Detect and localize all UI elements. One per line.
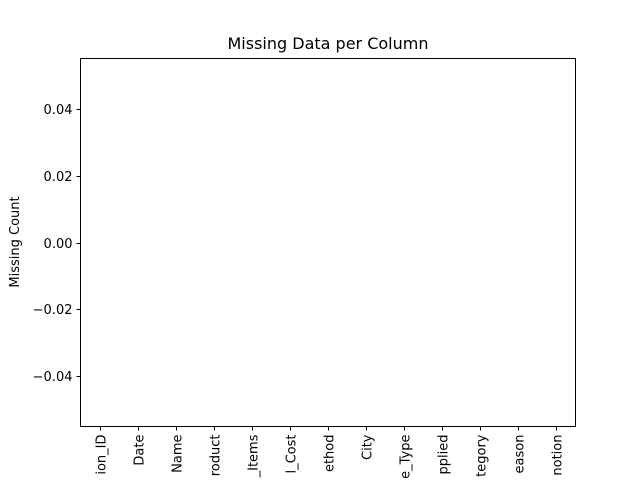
x-tick-label: Name xyxy=(171,435,186,473)
y-axis-label: Missing Count xyxy=(8,196,23,287)
x-tick-label: l_Cost xyxy=(285,435,300,474)
x-tick-label: notion xyxy=(551,435,566,476)
x-tick-label: eason xyxy=(513,435,528,474)
x-tick-label: ethod xyxy=(323,435,338,473)
plot-area-frame xyxy=(80,58,576,427)
x-tick-label: ion_ID xyxy=(95,435,110,475)
x-tick-label: _Items xyxy=(247,434,262,478)
y-tick-label: −0.04 xyxy=(33,370,73,385)
y-tick-label: 0.02 xyxy=(44,170,73,185)
x-axis-ticks: ion_ID Date Name roduct _Items l_Cost ethod Cit… xyxy=(95,426,566,479)
y-tick-label: 0.04 xyxy=(44,103,73,118)
x-tick-label: City xyxy=(361,434,376,460)
x-tick-label: Date xyxy=(133,435,148,466)
y-axis-ticks: 0.04 0.02 0.00 −0.02 −0.04 xyxy=(33,103,81,385)
chart-title: Missing Data per Column xyxy=(228,34,429,53)
x-tick-label: roduct xyxy=(209,435,224,477)
x-tick-label: tegory xyxy=(475,434,490,477)
y-tick-label: 0.00 xyxy=(44,237,73,252)
x-tick-label: e_Type xyxy=(399,435,414,479)
x-tick-label: pplied xyxy=(437,435,452,475)
y-tick-label: −0.02 xyxy=(33,303,73,318)
